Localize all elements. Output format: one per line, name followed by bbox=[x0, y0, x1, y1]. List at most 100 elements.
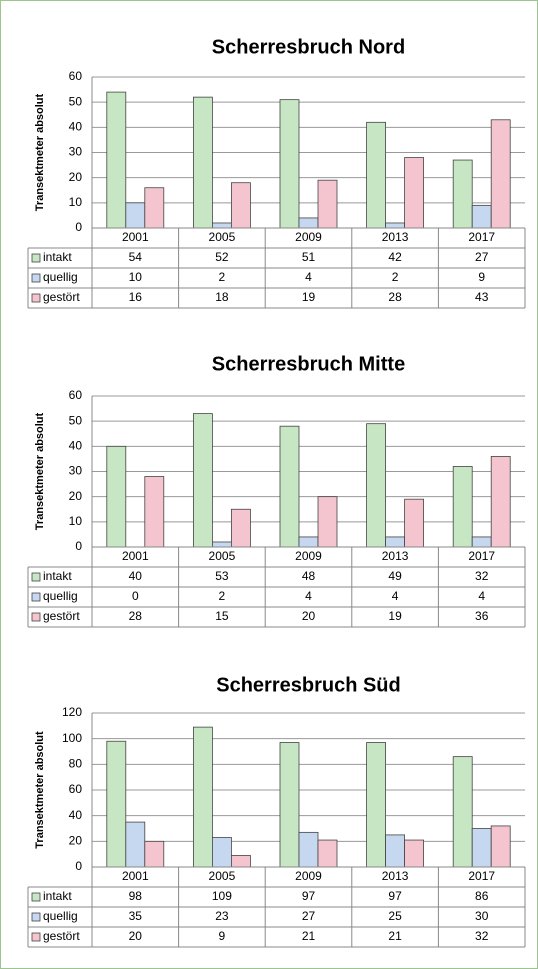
table-value: 51 bbox=[302, 250, 316, 264]
table-value: 20 bbox=[129, 929, 143, 943]
legend-label: gestört bbox=[43, 290, 80, 304]
bar bbox=[279, 742, 300, 868]
table-value: 2 bbox=[392, 270, 399, 284]
table-value: 28 bbox=[388, 290, 402, 304]
bar bbox=[366, 742, 387, 868]
bar bbox=[106, 445, 127, 548]
y-tick-label: 40 bbox=[69, 120, 83, 134]
y-tick-label: 30 bbox=[69, 464, 83, 478]
legend-label: intakt bbox=[43, 250, 72, 264]
y-tick-label: 20 bbox=[69, 489, 83, 503]
bar bbox=[404, 157, 425, 229]
table-value: 32 bbox=[475, 569, 489, 583]
chart-title: Scherresbruch Süd bbox=[216, 674, 401, 696]
y-tick-label: 60 bbox=[69, 388, 83, 402]
bar bbox=[298, 217, 319, 229]
bar bbox=[144, 840, 165, 868]
table-value: 18 bbox=[215, 290, 229, 304]
table-value: 10 bbox=[129, 270, 143, 284]
table-value: 40 bbox=[129, 569, 143, 583]
table-value: 27 bbox=[475, 250, 489, 264]
legend-label: gestört bbox=[43, 929, 80, 943]
y-tick-label: 40 bbox=[69, 439, 83, 453]
chart-title: Scherresbruch Nord bbox=[212, 36, 405, 58]
x-tick-label: 2009 bbox=[295, 549, 322, 563]
bar bbox=[471, 204, 492, 229]
table-value: 4 bbox=[392, 589, 399, 603]
bar bbox=[471, 828, 492, 868]
x-tick-label: 2005 bbox=[209, 869, 236, 883]
bar bbox=[192, 726, 213, 868]
table-value: 30 bbox=[475, 909, 489, 923]
bar bbox=[366, 121, 387, 229]
table-value: 97 bbox=[302, 889, 316, 903]
x-tick-label: 2017 bbox=[468, 869, 495, 883]
y-axis-label: Transektmeter absolut bbox=[34, 412, 46, 530]
y-tick-label: 60 bbox=[69, 782, 83, 796]
table-value: 2 bbox=[219, 589, 226, 603]
bar bbox=[230, 855, 251, 868]
legend-swatch bbox=[31, 892, 41, 902]
bar bbox=[230, 508, 251, 548]
y-tick-label: 50 bbox=[69, 413, 83, 427]
table-value: 109 bbox=[212, 889, 232, 903]
bar bbox=[125, 202, 146, 229]
x-tick-label: 2013 bbox=[382, 869, 409, 883]
table-value: 86 bbox=[475, 889, 489, 903]
y-tick-label: 60 bbox=[69, 69, 83, 83]
y-axis-label: Transektmeter absolut bbox=[34, 731, 46, 849]
y-tick-label: 100 bbox=[62, 731, 82, 745]
bar bbox=[452, 756, 473, 868]
legend-swatch bbox=[31, 932, 41, 942]
table-value: 27 bbox=[302, 909, 316, 923]
table-value: 21 bbox=[302, 929, 316, 943]
table-value: 9 bbox=[219, 929, 226, 943]
table-value: 49 bbox=[388, 569, 402, 583]
table-value: 35 bbox=[129, 909, 143, 923]
legend-swatch bbox=[31, 273, 41, 283]
bar bbox=[144, 187, 165, 229]
bar bbox=[298, 536, 319, 548]
table-value: 48 bbox=[302, 569, 316, 583]
y-tick-label: 80 bbox=[69, 757, 83, 771]
table-value: 25 bbox=[388, 909, 402, 923]
table-value: 36 bbox=[475, 609, 489, 623]
legend-label: intakt bbox=[43, 889, 72, 903]
bar bbox=[192, 413, 213, 548]
bar bbox=[317, 496, 338, 548]
table-value: 19 bbox=[388, 609, 402, 623]
y-tick-label: 0 bbox=[75, 220, 82, 234]
table-value: 43 bbox=[475, 290, 489, 304]
y-tick-label: 10 bbox=[69, 514, 83, 528]
x-tick-label: 2013 bbox=[382, 230, 409, 244]
bar bbox=[144, 476, 165, 548]
table-value: 54 bbox=[129, 250, 143, 264]
table-value: 23 bbox=[215, 909, 229, 923]
table-value: 53 bbox=[215, 569, 229, 583]
y-tick-label: 10 bbox=[69, 195, 83, 209]
table-value: 4 bbox=[305, 589, 312, 603]
table-value: 97 bbox=[388, 889, 402, 903]
x-tick-label: 2001 bbox=[122, 549, 149, 563]
x-tick-label: 2013 bbox=[382, 549, 409, 563]
legend-label: quellig bbox=[43, 589, 78, 603]
bar bbox=[279, 99, 300, 229]
y-axis-label: Transektmeter absolut bbox=[34, 93, 46, 211]
y-tick-label: 120 bbox=[62, 705, 82, 719]
legend-swatch bbox=[31, 253, 41, 263]
bar bbox=[452, 159, 473, 229]
x-tick-label: 2005 bbox=[209, 549, 236, 563]
x-tick-label: 2009 bbox=[295, 869, 322, 883]
bar bbox=[192, 96, 213, 229]
table-value: 19 bbox=[302, 290, 316, 304]
y-tick-label: 0 bbox=[75, 859, 82, 873]
bar bbox=[106, 91, 127, 229]
legend-label: gestört bbox=[43, 609, 80, 623]
table-value: 16 bbox=[129, 290, 143, 304]
y-tick-label: 20 bbox=[69, 170, 83, 184]
bar bbox=[211, 222, 232, 229]
bar bbox=[404, 498, 425, 548]
y-tick-label: 30 bbox=[69, 145, 83, 159]
